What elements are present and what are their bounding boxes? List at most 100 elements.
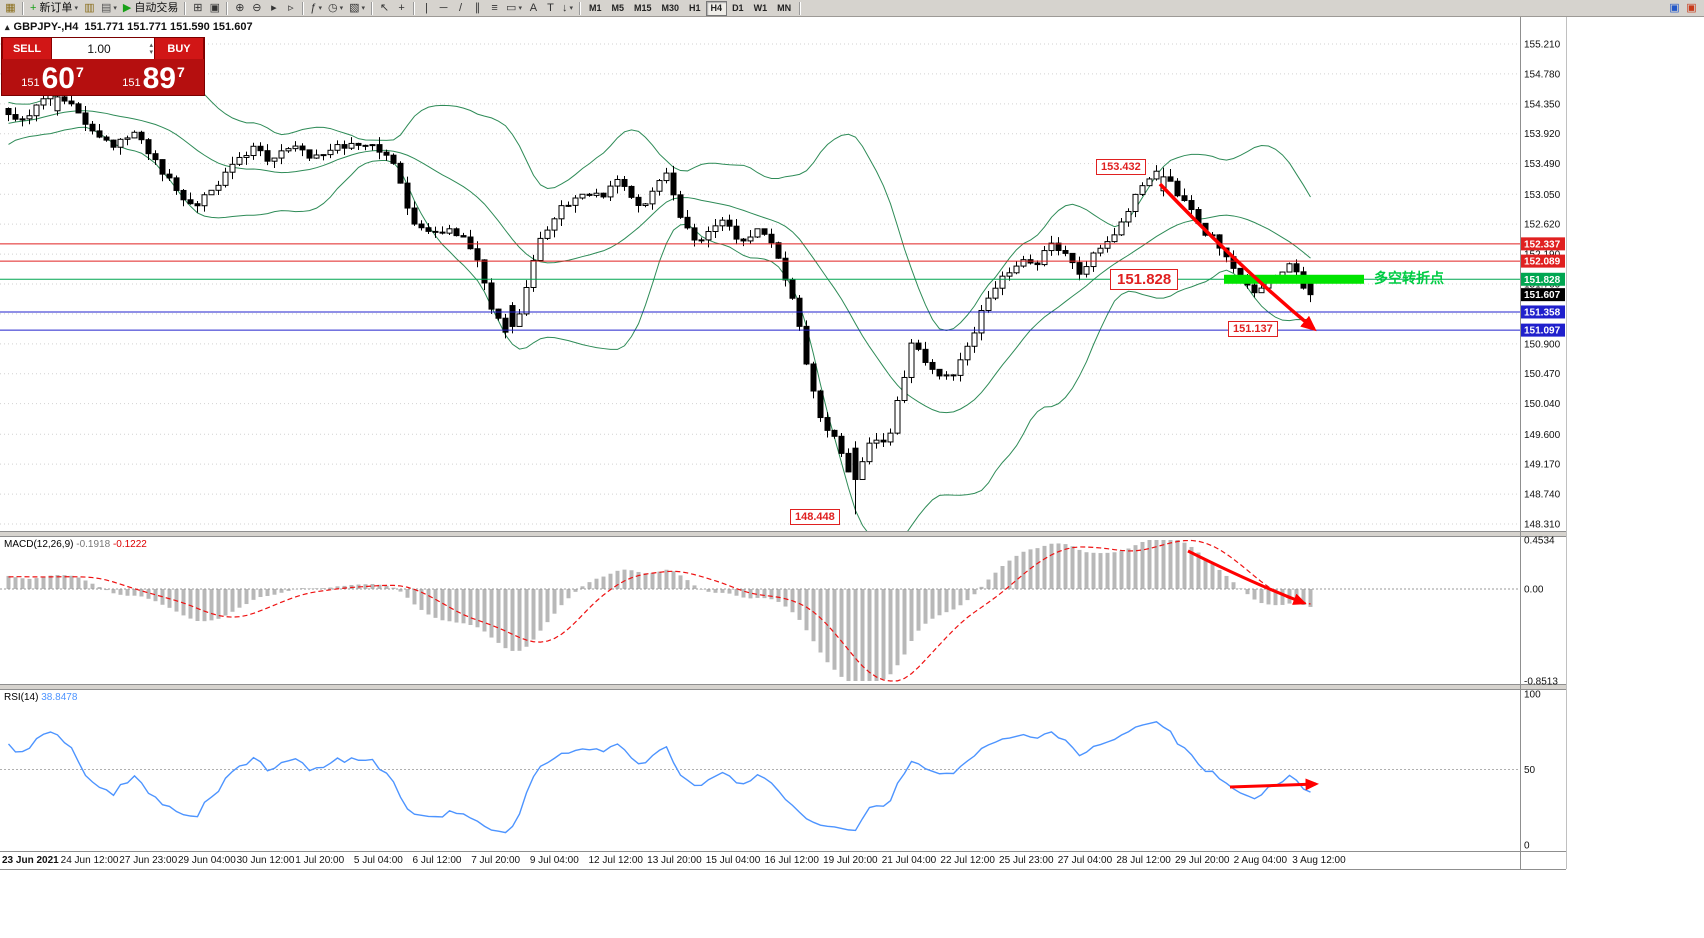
- svg-text:16 Jul 12:00: 16 Jul 12:00: [764, 855, 819, 866]
- auto-scroll-icon[interactable]: ▸: [265, 1, 282, 16]
- shapes-icon[interactable]: ▭ ▾: [503, 1, 525, 16]
- fibonacci-icon[interactable]: ≡: [486, 1, 503, 16]
- vertical-line-icon[interactable]: |: [418, 1, 435, 16]
- dropdown-caret-icon[interactable]: ▾: [74, 4, 78, 12]
- zoom-in-icon: ⊕: [235, 1, 245, 14]
- text-icon: A: [529, 1, 538, 14]
- fibonacci-icon: ≡: [491, 1, 498, 14]
- svg-text:153.050: 153.050: [1524, 190, 1561, 201]
- svg-text:30 Jun 12:00: 30 Jun 12:00: [237, 855, 295, 866]
- svg-text:-0.8513: -0.8513: [1524, 677, 1558, 688]
- timeframe-w1[interactable]: W1: [753, 2, 768, 13]
- svg-text:149.170: 149.170: [1524, 460, 1561, 471]
- annotation-swing-low[interactable]: 148.448: [790, 509, 840, 525]
- rsi-label: RSI(14) 38.8478: [4, 692, 77, 703]
- arrow-tools-icon[interactable]: ↓ ▾: [559, 1, 576, 16]
- macd-signal-value: -0.1222: [112, 539, 147, 550]
- svg-text:152.337: 152.337: [1524, 239, 1561, 250]
- symbol-info: ▴ GBPJPY-,H4 151.771 151.771 151.590 151.6…: [5, 21, 253, 33]
- symbol-period-label: GBPJPY-,H4: [13, 21, 79, 33]
- dropdown-caret-icon[interactable]: ▾: [339, 4, 344, 12]
- dropdown-caret-icon[interactable]: ▾: [113, 4, 117, 12]
- dropdown-caret-icon[interactable]: ▾: [318, 4, 322, 12]
- auto-trading-button[interactable]: ▶ 自动交易: [120, 1, 181, 16]
- text-icon[interactable]: A: [525, 1, 542, 16]
- macd-title: MACD(12,26,9): [4, 539, 74, 550]
- cursor-icon[interactable]: ↖: [376, 1, 393, 16]
- macd-main-value: -0.1918: [76, 539, 111, 550]
- svg-text:151.607: 151.607: [1524, 290, 1561, 301]
- timeframe-m5[interactable]: M5: [611, 2, 624, 13]
- timeframe-h1[interactable]: H1: [689, 2, 701, 13]
- svg-text:19 Jul 20:00: 19 Jul 20:00: [823, 855, 878, 866]
- dropdown-caret-icon[interactable]: ▾: [518, 4, 522, 12]
- timeframe-m15[interactable]: M15: [634, 2, 652, 13]
- svg-text:100: 100: [1524, 690, 1541, 701]
- svg-text:24 Jun 12:00: 24 Jun 12:00: [61, 855, 119, 866]
- timeframe-mn[interactable]: MN: [777, 2, 792, 13]
- indicators-icon: ƒ: [310, 1, 317, 14]
- price-tag: [1521, 323, 1565, 337]
- sell-price[interactable]: 151 60 7: [2, 59, 103, 95]
- zoom-in-icon[interactable]: ⊕: [231, 1, 248, 16]
- timeframe-m30[interactable]: M30: [661, 2, 680, 13]
- auto-trading-icon: ▶: [122, 1, 132, 14]
- svg-text:151.097: 151.097: [1524, 326, 1561, 337]
- templates-icon[interactable]: ▧ ▾: [346, 1, 368, 16]
- volume-input[interactable]: 1.00 ▴ ▾: [52, 38, 154, 59]
- svg-text:9 Jul 04:00: 9 Jul 04:00: [530, 855, 579, 866]
- metaquotes-icon[interactable]: ▣: [1686, 1, 1697, 14]
- annotation-swing-high[interactable]: 153.432: [1096, 159, 1146, 175]
- spin-down-icon[interactable]: ▾: [149, 48, 153, 56]
- new-order-button[interactable]: + 新订单 ▾: [27, 1, 81, 16]
- svg-text:152.089: 152.089: [1524, 257, 1561, 268]
- new-order-icon: +: [30, 1, 37, 14]
- toolbar-separator: [578, 1, 581, 15]
- dropdown-caret-icon[interactable]: ▾: [569, 4, 573, 12]
- macd-signal-line: [8, 539, 1311, 682]
- svg-text:148.740: 148.740: [1524, 490, 1561, 501]
- channel-icon[interactable]: ∥: [469, 1, 486, 16]
- panel-toggle-icon[interactable]: ▴: [5, 22, 10, 32]
- periods-icon[interactable]: ◷ ▾: [325, 1, 346, 16]
- toolbar-separator: [413, 1, 416, 15]
- buy-price[interactable]: 151 89 7: [103, 59, 204, 95]
- templates-icon: ▧: [349, 1, 360, 14]
- sell-button[interactable]: SELL: [2, 38, 52, 59]
- buy-button[interactable]: BUY: [154, 38, 204, 59]
- timeframe-d1[interactable]: D1: [732, 2, 744, 13]
- volume-spinner[interactable]: ▴ ▾: [149, 38, 153, 59]
- crosshair-icon[interactable]: +: [393, 1, 410, 16]
- rsi-value: 38.8478: [41, 692, 78, 703]
- zoom-out-icon: ⊖: [252, 1, 262, 14]
- svg-text:27 Jun 23:00: 27 Jun 23:00: [119, 855, 177, 866]
- bollinger-upper: [8, 79, 1311, 331]
- horizontal-line-icon[interactable]: ─: [435, 1, 452, 16]
- tile-windows-icon[interactable]: ⊞: [189, 1, 206, 16]
- help-icon[interactable]: ▣: [1669, 1, 1680, 14]
- profiles-icon[interactable]: ▤ ▾: [98, 1, 120, 16]
- sell-price-prefix: 151: [21, 77, 40, 89]
- svg-text:150.040: 150.040: [1524, 399, 1561, 410]
- svg-text:150.470: 150.470: [1524, 369, 1561, 380]
- timeframe-m1[interactable]: M1: [588, 2, 602, 13]
- cascade-windows-icon[interactable]: ▣: [206, 1, 223, 16]
- svg-text:151.358: 151.358: [1524, 307, 1561, 318]
- chart-shift-icon[interactable]: ▹: [282, 1, 299, 16]
- chart-list-icon[interactable]: ▥: [81, 1, 98, 16]
- pivot-note-text[interactable]: 多空转折点: [1374, 270, 1444, 286]
- trendline-icon[interactable]: /: [452, 1, 469, 16]
- rsi-flat-arrow: [1229, 778, 1319, 791]
- svg-text:0: 0: [1524, 841, 1530, 852]
- timeframe-h4[interactable]: H4: [705, 0, 728, 16]
- indicators-icon[interactable]: ƒ ▾: [307, 1, 325, 16]
- zoom-out-icon[interactable]: ⊖: [248, 1, 265, 16]
- spin-up-icon[interactable]: ▴: [149, 41, 153, 49]
- text-label-icon[interactable]: T: [542, 1, 559, 16]
- new-chart-icon[interactable]: ▦: [2, 1, 19, 16]
- chart-background: [0, 17, 1704, 938]
- annotation-pivot-price[interactable]: 151.828: [1110, 269, 1179, 290]
- annotation-target-price[interactable]: 151.137: [1228, 321, 1278, 337]
- dropdown-caret-icon[interactable]: ▾: [361, 4, 366, 12]
